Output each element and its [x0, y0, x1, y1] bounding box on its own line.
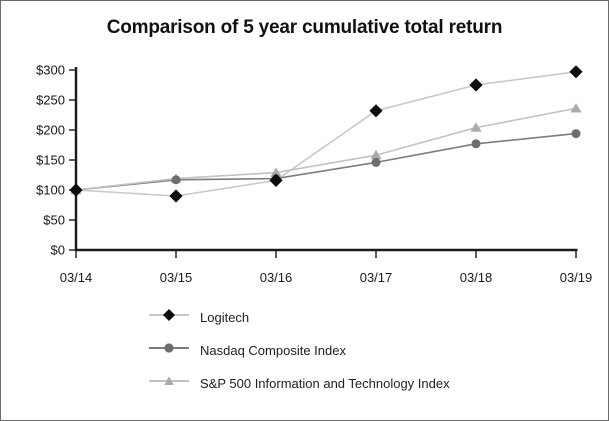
svg-text:$0: $0	[51, 243, 65, 258]
svg-text:03/16: 03/16	[260, 270, 293, 285]
svg-text:$100: $100	[36, 183, 65, 198]
legend-label: Logitech	[200, 310, 250, 325]
legend: Logitech Nasdaq Composite Index S&P 500 …	[149, 307, 450, 406]
triangle-marker-icon	[149, 373, 189, 394]
legend-label: S&P 500 Information and Technology Index	[200, 376, 450, 391]
svg-text:$200: $200	[36, 123, 65, 138]
legend-item-logitech: Logitech	[149, 307, 450, 328]
svg-text:03/19: 03/19	[560, 270, 593, 285]
circle-marker-icon	[149, 340, 189, 361]
svg-text:03/15: 03/15	[160, 270, 193, 285]
legend-item-sp500it: S&P 500 Information and Technology Index	[149, 373, 450, 394]
diamond-marker-icon	[149, 307, 189, 328]
legend-item-nasdaq: Nasdaq Composite Index	[149, 340, 450, 361]
svg-text:03/17: 03/17	[360, 270, 393, 285]
svg-text:$250: $250	[36, 93, 65, 108]
chart-title: Comparison of 5 year cumulative total re…	[106, 17, 503, 38]
svg-text:03/14: 03/14	[60, 270, 93, 285]
svg-text:03/18: 03/18	[460, 270, 493, 285]
svg-text:$300: $300	[36, 63, 65, 78]
legend-label: Nasdaq Composite Index	[200, 343, 346, 358]
svg-text:$50: $50	[43, 213, 65, 228]
svg-text:$150: $150	[36, 153, 65, 168]
